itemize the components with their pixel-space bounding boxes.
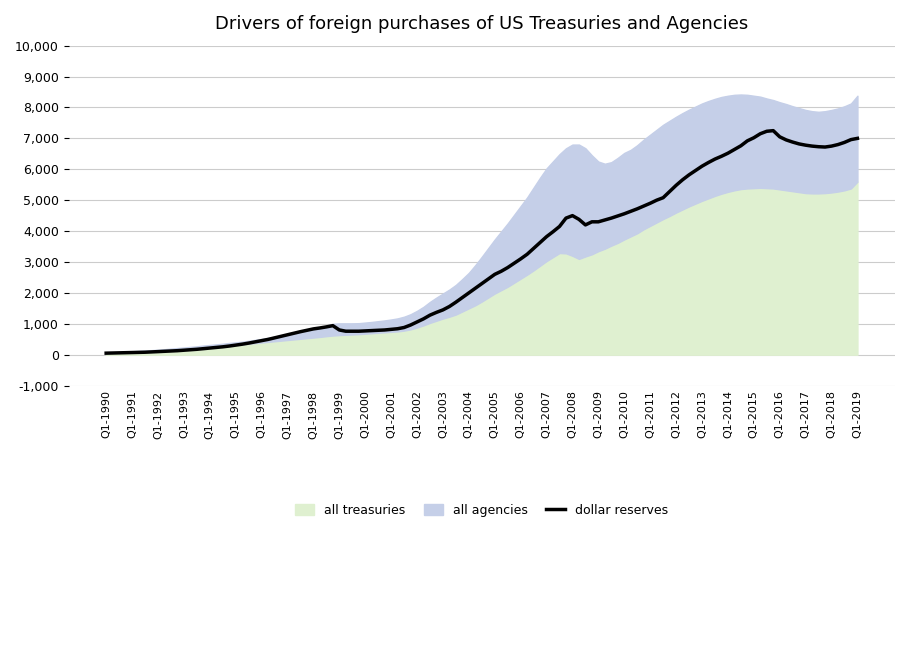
dollar reserves: [301, 327, 312, 334]
dollar reserves: [438, 306, 449, 314]
dollar reserves: [276, 332, 287, 340]
dollar reserves: [768, 127, 779, 135]
Title: Drivers of foreign purchases of US Treasuries and Agencies: Drivers of foreign purchases of US Treas…: [215, 15, 748, 33]
dollar reserves: [806, 142, 817, 150]
dollar reserves: [101, 349, 112, 357]
dollar reserves: [852, 134, 863, 142]
Legend: all treasuries, all agencies, dollar reserves: all treasuries, all agencies, dollar res…: [290, 499, 673, 522]
Line: dollar reserves: dollar reserves: [106, 131, 857, 353]
dollar reserves: [243, 339, 254, 347]
dollar reserves: [256, 336, 267, 344]
